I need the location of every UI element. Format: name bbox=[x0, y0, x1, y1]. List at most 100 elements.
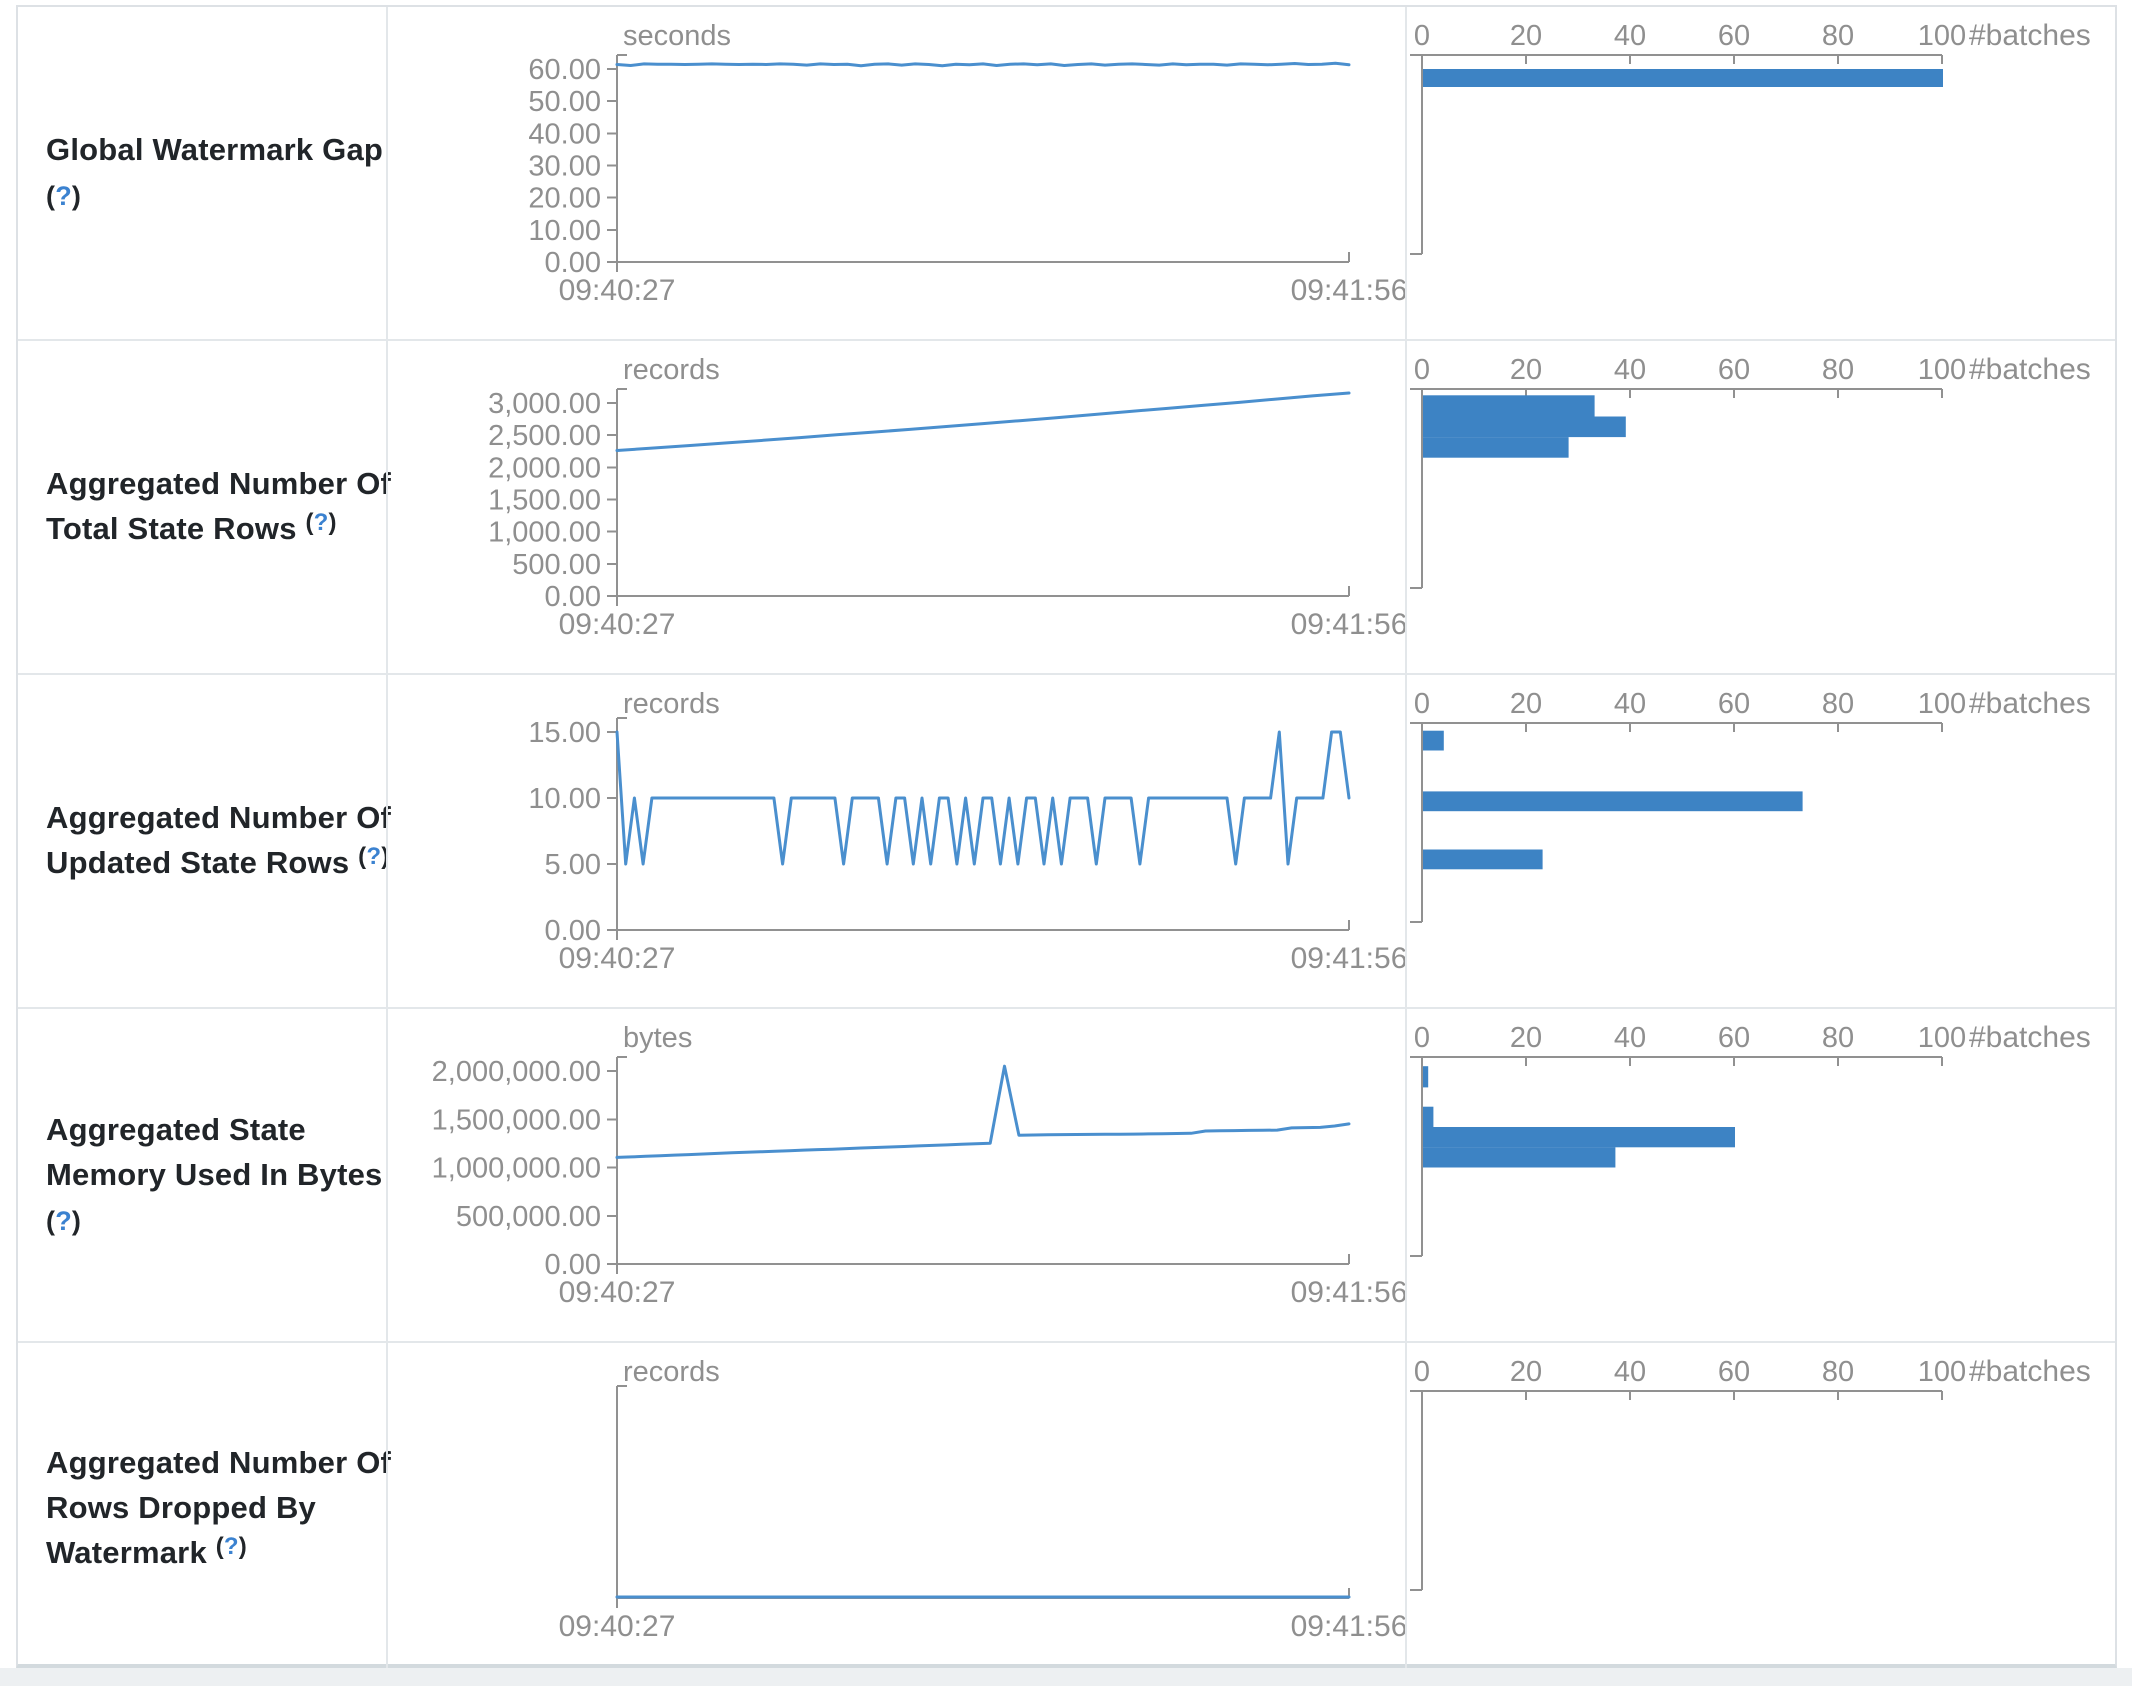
y-axis-tick-label: 20.00 bbox=[528, 183, 601, 215]
watermark-metrics-table: Global Watermark Gap (?) seconds 60.00 50.0… bbox=[16, 5, 2117, 1675]
y-axis-tick-label: 40.00 bbox=[528, 118, 601, 150]
hist-axis-tick-label: 60 bbox=[1718, 688, 1750, 720]
batch-count-bar bbox=[1423, 416, 1626, 438]
help-question-link[interactable]: ? bbox=[55, 181, 72, 211]
histogram-svg: 0 20 40 60 80 100 #batches bbox=[1410, 19, 2091, 255]
batch-count-bar bbox=[1423, 437, 1569, 458]
help-question-link[interactable]: ? bbox=[313, 508, 329, 536]
hist-axis-tick-label: 40 bbox=[1614, 354, 1646, 386]
x-axis-start-time: 09:40:27 bbox=[559, 274, 676, 307]
hist-axis-tick-label: 60 bbox=[1718, 20, 1750, 52]
x-axis-start-time: 09:40:27 bbox=[559, 1610, 676, 1643]
hist-axis-tick-label: 20 bbox=[1510, 1022, 1542, 1054]
y-axis-unit-label: seconds bbox=[623, 20, 731, 52]
batch-count-bar bbox=[1423, 1066, 1429, 1088]
page-bottom-gutter bbox=[0, 1668, 2132, 1686]
y-axis-tick-label: 10.00 bbox=[528, 215, 601, 247]
metric-label: Aggregated Number Of Total State Rows (?) bbox=[18, 341, 392, 673]
y-axis-tick-label: 2,000,000.00 bbox=[432, 1056, 601, 1088]
hist-axis-unit-label: #batches bbox=[1969, 19, 2091, 52]
batch-count-bar bbox=[1423, 1127, 1735, 1148]
hist-axis-tick-label: 40 bbox=[1614, 688, 1646, 720]
hist-axis-unit-label: #batches bbox=[1969, 1021, 2091, 1054]
y-axis-unit-label: bytes bbox=[623, 1022, 692, 1054]
y-axis-tick-label: 1,000,000.00 bbox=[432, 1153, 601, 1185]
y-axis-tick-label: 0.00 bbox=[545, 915, 601, 947]
help-marker: (?) bbox=[358, 842, 390, 870]
y-axis-tick-label: 0.00 bbox=[545, 247, 601, 279]
histogram-svg: 0 20 40 60 80 100 #batches bbox=[1410, 1355, 2091, 1591]
y-axis-unit-label: records bbox=[623, 688, 720, 720]
timeline-svg-bytes: bytes 2,000,000.00 1,500,000.00 1,000,000.0… bbox=[432, 1022, 1405, 1309]
y-axis-tick-label: 60.00 bbox=[528, 54, 601, 86]
metric-line-series bbox=[615, 1064, 1351, 1159]
timeline-svg-seconds: seconds 60.0050.0040.0030.0020.0010.000.0… bbox=[528, 20, 1405, 307]
hist-axis-unit-label: #batches bbox=[1969, 687, 2091, 720]
metric-line-series bbox=[615, 61, 1351, 68]
hist-axis-tick-label: 40 bbox=[1614, 20, 1646, 52]
hist-axis-tick-label: 40 bbox=[1614, 1022, 1646, 1054]
hist-axis-tick-label: 0 bbox=[1414, 1022, 1430, 1054]
hist-axis-tick-label: 80 bbox=[1822, 20, 1854, 52]
hist-axis-tick-label: 100 bbox=[1918, 688, 1966, 720]
x-axis-end-time: 09:41:56 bbox=[1291, 274, 1405, 307]
metric-row-global-watermark-gap: Global Watermark Gap (?) seconds 60.00 50.0… bbox=[18, 7, 2115, 339]
y-axis-unit-label: records bbox=[623, 1356, 720, 1388]
y-axis-tick-label: 1,000.00 bbox=[488, 517, 601, 549]
histogram-svg: 0 20 40 60 80 100 #batches bbox=[1410, 1021, 2091, 1257]
y-axis-tick-label: 2,000.00 bbox=[488, 452, 601, 484]
y-axis-tick-label: 500.00 bbox=[512, 549, 601, 581]
hist-axis-tick-label: 20 bbox=[1510, 1356, 1542, 1388]
metric-label-line: Aggregated Number Of bbox=[46, 799, 392, 835]
y-axis-tick-label: 3,000.00 bbox=[488, 388, 601, 420]
metric-label-line: Total State Rows (?) bbox=[46, 508, 337, 546]
help-question-link[interactable]: ? bbox=[55, 1205, 72, 1236]
hist-axis-tick-label: 60 bbox=[1718, 1356, 1750, 1388]
timeline-svg-records: records 09:40:27 09:41:56 bbox=[559, 1356, 1405, 1643]
hist-axis-tick-label: 20 bbox=[1510, 354, 1542, 386]
batch-count-bar bbox=[1423, 395, 1595, 417]
metric-row-total-state-rows: Aggregated Number Of Total State Rows (?)… bbox=[18, 339, 2115, 673]
metric-line-series bbox=[615, 730, 1351, 866]
timeline-chart: records 15.00 10.00 5.00 0.00 09:40:27 09:41:5… bbox=[386, 675, 1405, 1007]
hist-axis-tick-label: 60 bbox=[1718, 354, 1750, 386]
metric-label-line: Global Watermark Gap bbox=[46, 132, 384, 167]
x-axis-start-time: 09:40:27 bbox=[559, 1276, 676, 1309]
help-marker: (?) bbox=[215, 1533, 247, 1560]
histogram-chart: 0 20 40 60 80 100 #batches bbox=[1405, 675, 2115, 1007]
batch-count-bar bbox=[1423, 791, 1803, 812]
help-question-link[interactable]: ? bbox=[223, 1533, 239, 1560]
histogram-chart: 0 20 40 60 80 100 #batches bbox=[1405, 7, 2115, 339]
metric-label: Global Watermark Gap (?) bbox=[18, 7, 386, 339]
histogram-svg: 0 20 40 60 80 100 #batches bbox=[1410, 687, 2091, 923]
metric-label-line: (?) bbox=[46, 172, 368, 219]
metric-label: Aggregated State Memory Used In Bytes (?) bbox=[18, 1009, 386, 1341]
histogram-chart: 0 20 40 60 80 100 #batches bbox=[1405, 1343, 2115, 1675]
hist-axis-unit-label: #batches bbox=[1969, 1355, 2091, 1388]
hist-axis-tick-label: 100 bbox=[1918, 1022, 1966, 1054]
y-axis-tick-label: 0.00 bbox=[545, 1249, 601, 1281]
metric-label-line: Rows Dropped By bbox=[46, 1490, 316, 1525]
hist-axis-tick-label: 80 bbox=[1822, 1022, 1854, 1054]
batch-count-bar bbox=[1423, 69, 1943, 87]
help-question-link[interactable]: ? bbox=[366, 842, 382, 870]
histogram-chart: 0 20 40 60 80 100 #batches bbox=[1405, 1009, 2115, 1341]
x-axis-end-time: 09:41:56 bbox=[1291, 1610, 1405, 1643]
metric-label-line: (?) bbox=[46, 1197, 368, 1244]
hist-axis-tick-label: 0 bbox=[1414, 354, 1430, 386]
metric-label-line: Aggregated Number Of bbox=[46, 1445, 392, 1480]
y-axis-tick-label: 50.00 bbox=[528, 86, 601, 118]
x-axis-end-time: 09:41:56 bbox=[1291, 1276, 1405, 1309]
hist-axis-tick-label: 0 bbox=[1414, 1356, 1430, 1388]
hist-axis-tick-label: 80 bbox=[1822, 354, 1854, 386]
hist-axis-tick-label: 80 bbox=[1822, 1356, 1854, 1388]
batch-count-bar bbox=[1423, 1147, 1616, 1168]
timeline-chart: bytes 2,000,000.00 1,500,000.00 1,000,000.0… bbox=[386, 1009, 1405, 1341]
metric-label-line: Aggregated Number Of bbox=[46, 465, 392, 501]
y-axis-tick-label: 0.00 bbox=[545, 581, 601, 613]
metric-row-updated-state-rows: Aggregated Number Of Updated State Rows (… bbox=[18, 673, 2115, 1007]
hist-axis-tick-label: 60 bbox=[1718, 1022, 1750, 1054]
help-marker: (?) bbox=[46, 1205, 82, 1236]
metric-label: Aggregated Number Of Rows Dropped By Water… bbox=[18, 1343, 392, 1675]
